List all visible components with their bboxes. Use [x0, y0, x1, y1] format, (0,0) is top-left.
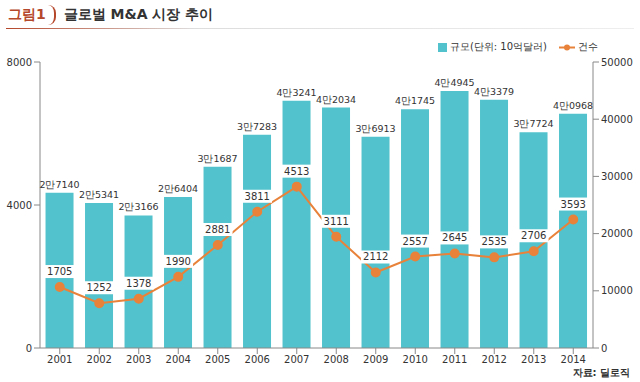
svg-text:4만0968: 4만0968 — [553, 100, 593, 111]
svg-text:1705: 1705 — [47, 266, 72, 277]
svg-text:2881: 2881 — [205, 224, 230, 235]
svg-text:40000: 40000 — [601, 114, 632, 125]
svg-text:1990: 1990 — [166, 256, 191, 267]
svg-text:2002: 2002 — [87, 354, 112, 365]
svg-text:2010: 2010 — [403, 354, 428, 365]
html-text:글로벌 M&A 시장 추이: 글로벌 M&A 시장 추이 — [63, 6, 214, 22]
svg-text:3811: 3811 — [245, 191, 270, 202]
svg-text:3만7283: 3만7283 — [237, 121, 277, 132]
svg-text:2004: 2004 — [166, 354, 191, 365]
svg-text:2014: 2014 — [561, 354, 586, 365]
svg-text:2557: 2557 — [403, 236, 428, 247]
svg-text:4만2034: 4만2034 — [316, 94, 356, 105]
svg-text:0: 0 — [26, 343, 32, 354]
svg-text:3593: 3593 — [561, 199, 586, 210]
svg-text:2만5341: 2만5341 — [79, 189, 119, 200]
svg-text:4000: 4000 — [8, 200, 32, 211]
svg-text:3만6913: 3만6913 — [355, 123, 395, 134]
svg-text:3111: 3111 — [324, 216, 349, 227]
svg-text:30000: 30000 — [601, 171, 632, 182]
svg-text:1378: 1378 — [126, 278, 151, 289]
svg-text:2112: 2112 — [363, 251, 388, 262]
svg-text:4만3379: 4만3379 — [474, 86, 514, 97]
svg-text:3만1687: 3만1687 — [197, 153, 237, 164]
svg-text:3만7724: 3만7724 — [513, 118, 553, 129]
html-text:건수: 건수 — [578, 41, 598, 52]
svg-text:50000: 50000 — [601, 57, 632, 68]
svg-text:4만4945: 4만4945 — [434, 77, 474, 88]
svg-text:4만1745: 4만1745 — [395, 95, 435, 106]
svg-text:1252: 1252 — [87, 282, 112, 293]
html-text:자료: 딜로직: 자료: 딜로직 — [572, 367, 630, 378]
svg-text:2만7140: 2만7140 — [39, 179, 79, 190]
svg-text:0: 0 — [601, 343, 607, 354]
svg-text:2012: 2012 — [482, 354, 507, 365]
html-text:규모(단위: 10억달러): 규모(단위: 10억달러) — [449, 41, 547, 52]
svg-text:4513: 4513 — [284, 166, 309, 177]
svg-text:2007: 2007 — [284, 354, 309, 365]
svg-text:20000: 20000 — [601, 228, 632, 239]
svg-text:2535: 2535 — [482, 236, 507, 247]
svg-text:4만3241: 4만3241 — [276, 87, 316, 98]
svg-text:2003: 2003 — [126, 354, 151, 365]
svg-text:2001: 2001 — [47, 354, 72, 365]
svg-text:10000: 10000 — [601, 285, 632, 296]
html-text:그림1: 그림1 — [8, 6, 46, 22]
svg-text:2706: 2706 — [521, 230, 546, 241]
svg-text:2005: 2005 — [205, 354, 230, 365]
svg-text:2013: 2013 — [521, 354, 546, 365]
svg-text:2008: 2008 — [324, 354, 349, 365]
svg-text:2만3166: 2만3166 — [118, 201, 158, 212]
svg-text:8000: 8000 — [8, 57, 32, 68]
svg-text:2645: 2645 — [442, 232, 467, 243]
svg-text:2006: 2006 — [245, 354, 270, 365]
svg-text:2만6404: 2만6404 — [158, 183, 198, 194]
svg-text:2009: 2009 — [363, 354, 388, 365]
svg-text:2011: 2011 — [442, 354, 467, 365]
